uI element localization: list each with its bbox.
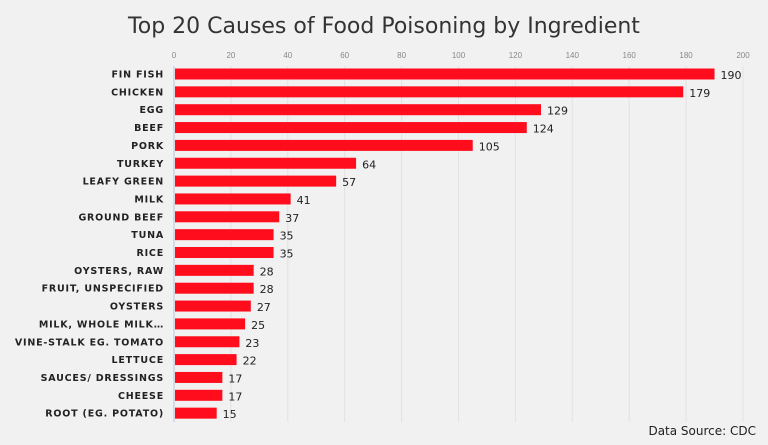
data-label: 15 — [223, 408, 237, 421]
bar — [175, 229, 274, 241]
category-label: LETTUCE — [112, 355, 165, 366]
data-label: 23 — [245, 337, 259, 350]
x-tick-label: 140 — [566, 51, 580, 60]
category-label: OYSTERS, RAW — [74, 266, 164, 277]
data-label: 64 — [362, 158, 376, 171]
data-label: 25 — [251, 319, 265, 332]
bar — [175, 104, 542, 116]
bar — [175, 389, 223, 401]
data-label: 27 — [257, 301, 271, 314]
data-label: 129 — [547, 105, 568, 118]
category-label: BEEF — [134, 123, 164, 134]
x-tick-label: 120 — [509, 51, 523, 60]
category-label: PORK — [131, 141, 164, 152]
bar — [175, 193, 291, 205]
bar — [175, 211, 280, 223]
data-label: 22 — [243, 355, 257, 368]
data-label: 57 — [342, 176, 356, 189]
x-tick-label: 200 — [736, 51, 750, 60]
data-label: 105 — [479, 140, 500, 153]
category-label: VINE-STALK EG. TOMATO — [15, 337, 164, 348]
bar — [175, 247, 274, 258]
data-label: 28 — [260, 265, 274, 278]
bar — [175, 318, 246, 330]
x-tick-label: 100 — [452, 51, 466, 60]
x-tick-label: 40 — [283, 51, 292, 60]
data-source: Data Source: CDC — [648, 424, 756, 438]
category-label: TURKEY — [117, 159, 164, 170]
category-label: MILK, WHOLE MILK… — [39, 319, 164, 330]
category-label: OYSTERS — [110, 302, 164, 313]
bar — [175, 354, 237, 366]
bar — [175, 300, 251, 312]
bar — [175, 68, 715, 80]
bar — [175, 336, 240, 348]
category-label: MILK — [134, 194, 164, 205]
x-tick-label: 0 — [172, 51, 177, 60]
x-tick-label: 160 — [623, 51, 637, 60]
category-label: FRUIT, UNSPECIFIED — [42, 284, 164, 295]
category-label: GROUND BEEF — [78, 212, 164, 223]
bar — [175, 157, 357, 169]
bar — [175, 139, 473, 151]
category-label: SAUCES/ DRESSINGS — [41, 373, 164, 384]
category-label: CHICKEN — [111, 87, 164, 98]
data-label: 179 — [689, 87, 710, 100]
data-label: 35 — [280, 248, 294, 261]
category-label: CHEESE — [118, 391, 164, 402]
data-label: 41 — [297, 194, 311, 207]
category-label: RICE — [136, 248, 164, 259]
bar — [175, 86, 684, 98]
bar — [175, 175, 337, 187]
category-label: LEAFY GREEN — [83, 177, 164, 188]
bar — [175, 264, 254, 276]
chart-title: Top 20 Causes of Food Poisoning by Ingre… — [127, 14, 640, 39]
data-label: 124 — [533, 123, 554, 136]
data-label: 17 — [228, 390, 242, 403]
bar — [175, 371, 223, 383]
bar — [175, 282, 254, 294]
data-label: 28 — [260, 283, 274, 296]
bar — [175, 122, 527, 134]
category-label: TUNA — [131, 230, 164, 241]
data-label: 37 — [285, 212, 299, 225]
x-tick-label: 60 — [340, 51, 349, 60]
x-tick-label: 180 — [679, 51, 693, 60]
category-label: ROOT (EG. POTATO) — [45, 409, 164, 420]
x-tick-label: 80 — [397, 51, 406, 60]
data-label: 35 — [280, 230, 294, 243]
bar — [175, 407, 217, 419]
x-tick-label: 20 — [226, 51, 235, 60]
category-label: EGG — [140, 105, 165, 116]
data-label: 190 — [721, 69, 742, 82]
data-label: 17 — [228, 372, 242, 385]
category-label: FIN FISH — [112, 70, 165, 81]
